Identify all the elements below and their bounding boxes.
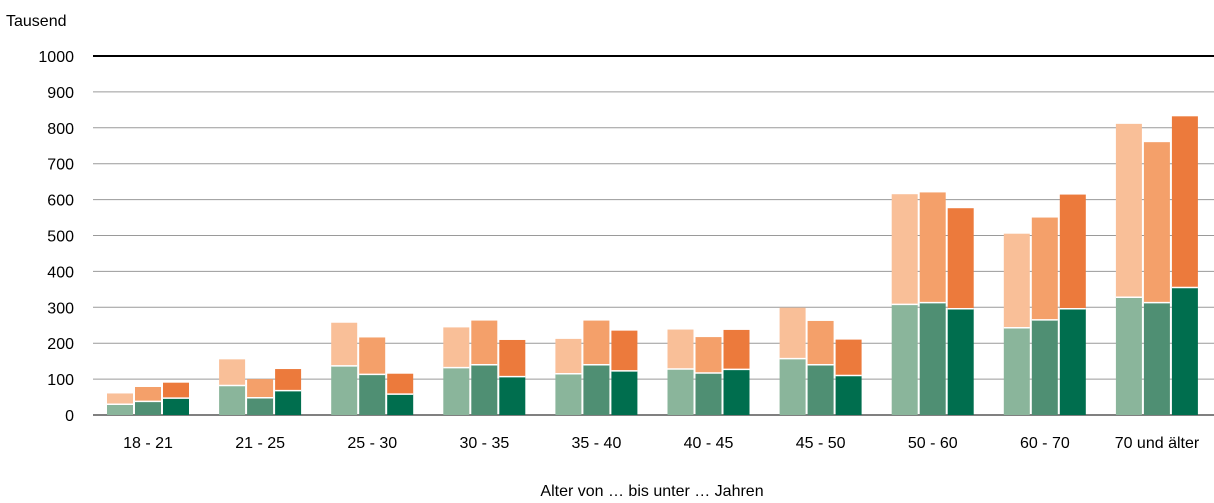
bar-segment-upper bbox=[611, 330, 638, 371]
x-tick-label: 70 und älter bbox=[1115, 435, 1200, 452]
y-tick-label: 100 bbox=[47, 372, 74, 389]
bar-segment-upper bbox=[1003, 233, 1030, 328]
bar-segment-lower bbox=[919, 302, 946, 415]
bar-segment-upper bbox=[359, 337, 386, 375]
y-tick-label: 800 bbox=[47, 121, 74, 138]
x-tick-label: 21 - 25 bbox=[235, 435, 285, 452]
bar-segment-upper bbox=[835, 339, 862, 376]
bar-segment-upper bbox=[163, 382, 189, 399]
bar-segment-lower bbox=[1003, 327, 1030, 415]
bar-segment-upper bbox=[723, 329, 750, 370]
bar-segment-lower bbox=[443, 367, 470, 415]
bar-segment-lower bbox=[723, 369, 750, 415]
bar-segment-upper bbox=[779, 307, 806, 359]
y-tick-label: 1000 bbox=[38, 49, 74, 66]
x-tick-label: 50 - 60 bbox=[908, 435, 958, 452]
bar-segment-upper bbox=[331, 322, 358, 366]
bar-segment-upper bbox=[919, 192, 946, 303]
y-tick-label: 400 bbox=[47, 264, 74, 281]
bar-segment-upper bbox=[443, 327, 470, 368]
bar-segment-upper bbox=[807, 320, 834, 365]
bar-segment-upper bbox=[471, 320, 498, 365]
y-tick-labels: 0 100 200 300 400 500 600 700 800 900 1000 bbox=[38, 49, 74, 425]
bar-segment-upper bbox=[891, 194, 918, 305]
bar-segment-upper bbox=[387, 373, 414, 395]
x-tick-label: 45 - 50 bbox=[796, 435, 846, 452]
bar-segment-lower bbox=[779, 358, 806, 415]
bar-segment-lower bbox=[807, 364, 834, 415]
bar-segment-upper bbox=[275, 369, 302, 391]
bar-segment-lower bbox=[1031, 319, 1058, 415]
bar-segment-lower bbox=[947, 308, 974, 415]
x-tick-label: 30 - 35 bbox=[459, 435, 509, 452]
bar-segment-lower bbox=[331, 365, 358, 415]
bar-segment-lower bbox=[583, 364, 610, 415]
bar-segment-upper bbox=[695, 337, 722, 373]
bar-segment-upper bbox=[1143, 142, 1170, 303]
y-tick-label: 300 bbox=[47, 300, 74, 317]
bar-segment-upper bbox=[107, 393, 133, 405]
bar-segment-lower bbox=[1115, 297, 1142, 415]
y-tick-label: 700 bbox=[47, 157, 74, 174]
bar-segment-lower bbox=[107, 404, 133, 415]
y-tick-label: 200 bbox=[47, 336, 74, 353]
x-tick-label: 40 - 45 bbox=[684, 435, 734, 452]
bar-segment-lower bbox=[1171, 287, 1198, 415]
y-tick-label: 500 bbox=[47, 229, 74, 246]
bars bbox=[107, 116, 1198, 415]
bar-segment-upper bbox=[1115, 123, 1142, 298]
bar-segment-lower bbox=[219, 385, 246, 415]
x-tick-label: 35 - 40 bbox=[572, 435, 622, 452]
bar-segment-lower bbox=[1143, 302, 1170, 415]
bar-segment-upper bbox=[247, 379, 274, 398]
bar-segment-lower bbox=[247, 397, 274, 415]
bar-segment-lower bbox=[275, 390, 302, 415]
bar-segment-lower bbox=[695, 372, 722, 415]
bar-segment-lower bbox=[359, 374, 386, 415]
y-tick-label: 900 bbox=[47, 85, 74, 102]
bar-segment-upper bbox=[583, 320, 610, 365]
bar-segment-lower bbox=[891, 304, 918, 415]
bar-segment-upper bbox=[219, 359, 246, 386]
bar-segment-upper bbox=[135, 386, 161, 402]
bar-segment-upper bbox=[667, 329, 694, 370]
bar-segment-upper bbox=[1171, 116, 1198, 288]
bar-segment-lower bbox=[163, 398, 189, 415]
bar-segment-lower bbox=[387, 394, 414, 415]
bar-segment-upper bbox=[1031, 217, 1058, 320]
bar-segment-lower bbox=[1059, 308, 1086, 415]
bar-segment-upper bbox=[1059, 194, 1086, 309]
bar-segment-lower bbox=[135, 401, 161, 415]
x-axis-label: Alter von … bis unter … Jahren bbox=[540, 483, 763, 500]
bar-segment-lower bbox=[555, 373, 582, 415]
x-tick-labels: 18 - 21 21 - 25 25 - 30 30 - 35 35 - 40 40 - … bbox=[123, 435, 1200, 452]
bar-segment-lower bbox=[835, 375, 862, 415]
bar-segment-lower bbox=[667, 369, 694, 415]
bar-segment-upper bbox=[499, 339, 526, 377]
y-axis-label: Tausend bbox=[6, 13, 67, 30]
x-tick-label: 18 - 21 bbox=[123, 435, 173, 452]
bar-segment-upper bbox=[947, 208, 974, 309]
bar-segment-upper bbox=[555, 338, 582, 374]
bar-segment-lower bbox=[499, 376, 526, 415]
x-tick-label: 25 - 30 bbox=[347, 435, 397, 452]
bar-segment-lower bbox=[611, 370, 638, 415]
bar-segment-lower bbox=[471, 364, 498, 415]
y-tick-label: 600 bbox=[47, 193, 74, 210]
x-tick-label: 60 - 70 bbox=[1020, 435, 1070, 452]
y-tick-label: 0 bbox=[65, 408, 74, 425]
